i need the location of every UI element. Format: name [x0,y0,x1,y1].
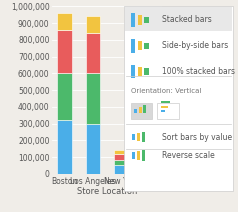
Text: Side-by-side bars: Side-by-side bars [162,41,228,50]
Bar [114,166,129,174]
Bar [57,120,72,174]
Bar [114,154,129,160]
Bar [86,124,100,174]
Text: Orientation: Vertical: Orientation: Vertical [131,88,201,94]
Bar [143,105,157,127]
Bar [143,60,157,72]
Text: 100% stacked bars: 100% stacked bars [162,67,235,76]
Bar [86,33,100,73]
Bar [86,16,100,33]
Bar [143,127,157,174]
Bar [57,13,72,30]
Text: Sort bars by value: Sort bars by value [162,133,232,142]
X-axis label: Store Location: Store Location [77,187,137,196]
Bar [114,160,129,166]
Bar [143,72,157,105]
Bar [57,73,72,120]
Bar [57,30,72,73]
Bar [86,73,100,124]
Text: Stacked bars: Stacked bars [162,15,212,24]
Bar [114,150,129,154]
Text: Reverse scale: Reverse scale [162,151,215,160]
